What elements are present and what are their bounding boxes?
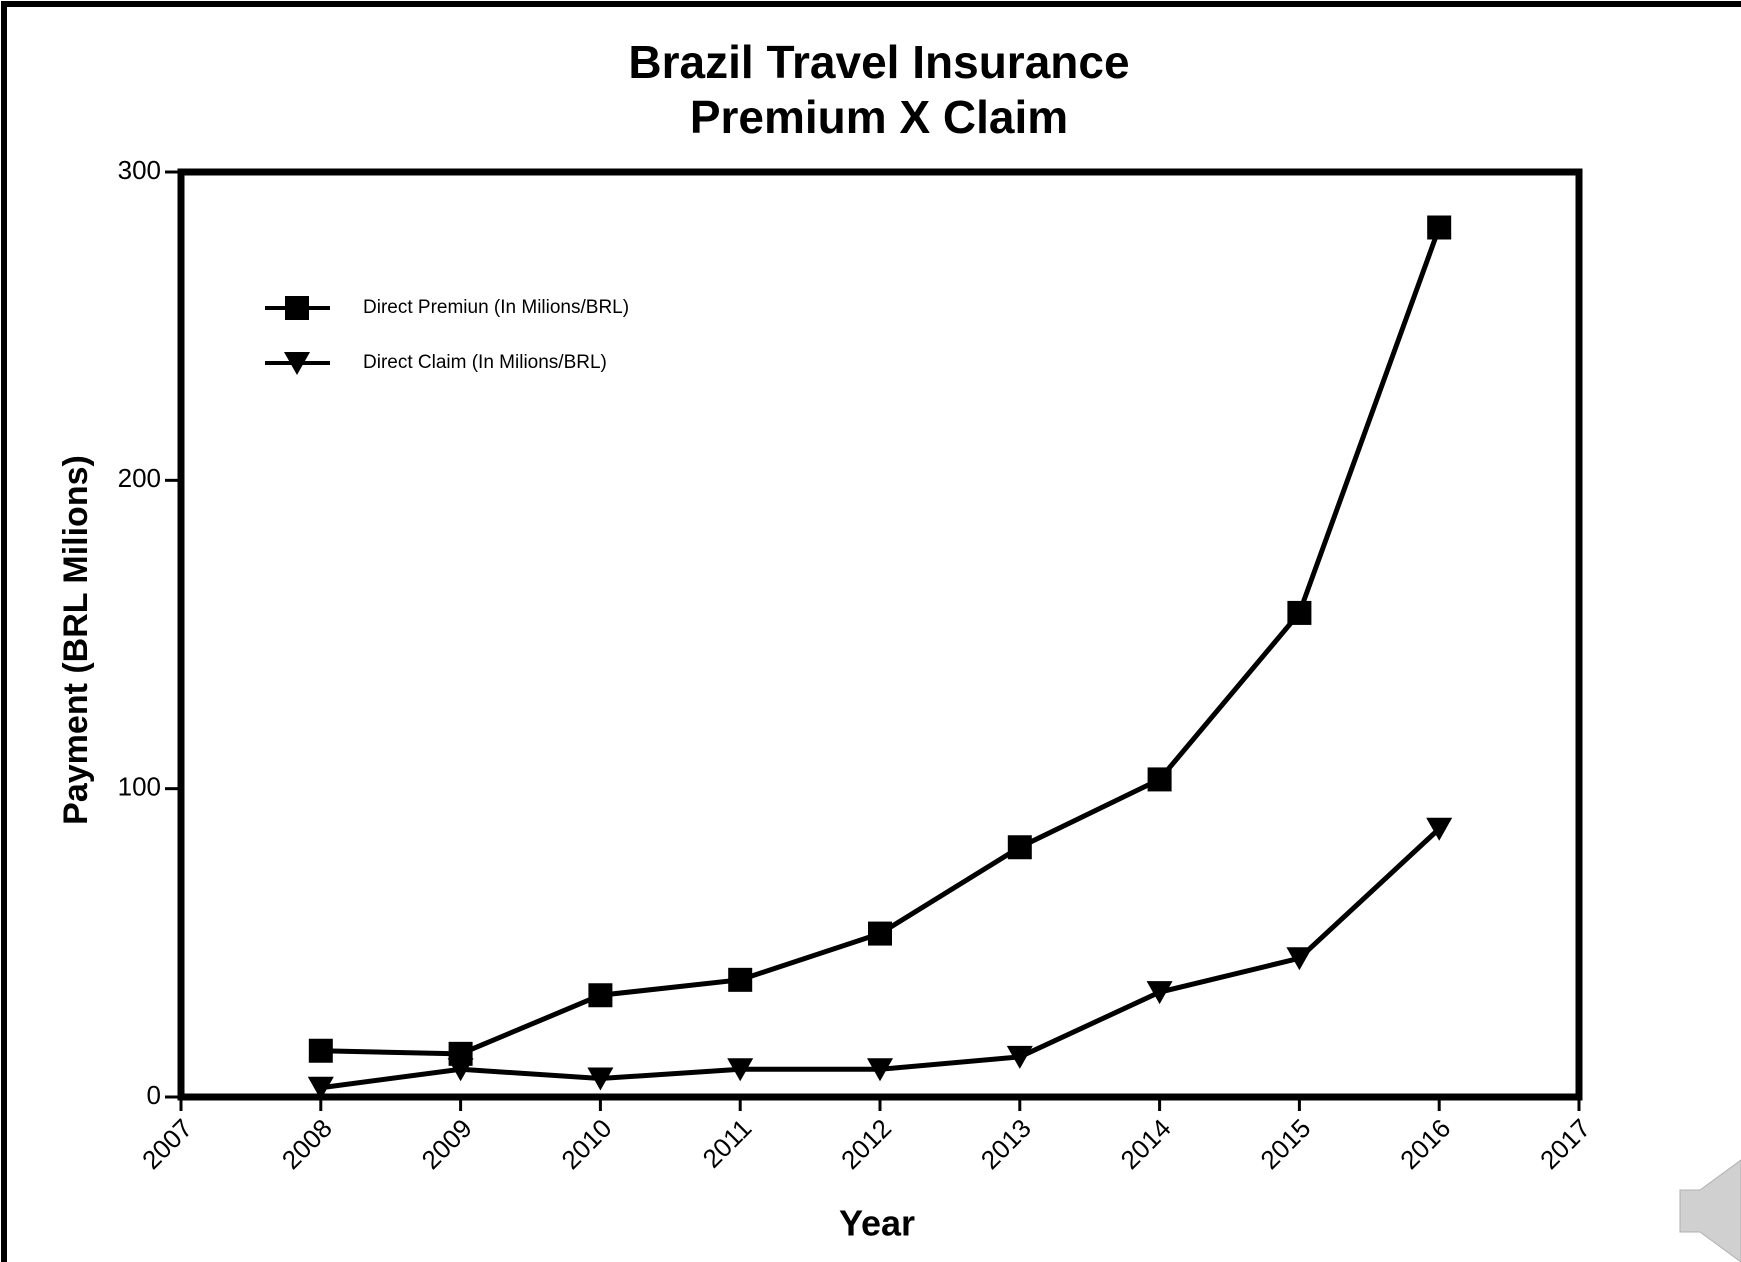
y-tick-label: 200	[118, 463, 161, 493]
series-line	[320, 826, 1441, 1091]
speaker-icon[interactable]	[1679, 1159, 1741, 1262]
legend-marker	[284, 352, 310, 375]
data-point	[1147, 767, 1172, 792]
data-point	[1007, 835, 1032, 860]
y-tick-label: 300	[118, 155, 161, 185]
data-point	[307, 1076, 334, 1100]
x-tick-label: 2014	[1115, 1113, 1177, 1175]
legend-label: Direct Premiun (In Milions/BRL)	[363, 297, 629, 318]
data-point	[1427, 215, 1452, 240]
x-tick-label: 2012	[835, 1113, 897, 1175]
y-tick-label: 100	[118, 772, 161, 802]
x-tick-label: 2009	[416, 1113, 478, 1175]
data-point	[867, 1058, 893, 1082]
x-tick-label: 2008	[276, 1113, 338, 1175]
data-point	[727, 1058, 754, 1082]
legend-marker	[285, 296, 309, 320]
x-tick-label: 2015	[1254, 1113, 1316, 1175]
data-point	[1286, 947, 1313, 971]
data-point	[308, 1038, 333, 1063]
x-tick-label: 2017	[1534, 1113, 1596, 1175]
data-point	[587, 1067, 614, 1091]
data-point	[588, 983, 613, 1008]
data-point	[1426, 817, 1453, 841]
data-point	[1287, 600, 1312, 625]
data-point	[447, 1058, 474, 1082]
x-tick-label: 2011	[697, 1113, 758, 1174]
chart-title: Brazil Travel Insurance	[628, 36, 1129, 88]
data-point	[1006, 1045, 1033, 1069]
y-tick-label: 0	[147, 1080, 161, 1110]
x-tick-label: 2010	[555, 1113, 617, 1175]
chart-subtitle: Premium X Claim	[690, 91, 1068, 143]
x-tick-label: 2007	[136, 1113, 198, 1175]
x-axis-label: Year	[839, 1203, 915, 1244]
data-point	[1146, 981, 1173, 1005]
data-point	[868, 921, 892, 946]
y-axis-label: Payment (BRL Milions)	[57, 455, 95, 825]
x-tick-label: 2016	[1394, 1113, 1456, 1175]
legend-label: Direct Claim (In Milions/BRL)	[363, 352, 607, 373]
data-point	[728, 967, 753, 992]
x-tick-label: 2013	[975, 1113, 1037, 1175]
